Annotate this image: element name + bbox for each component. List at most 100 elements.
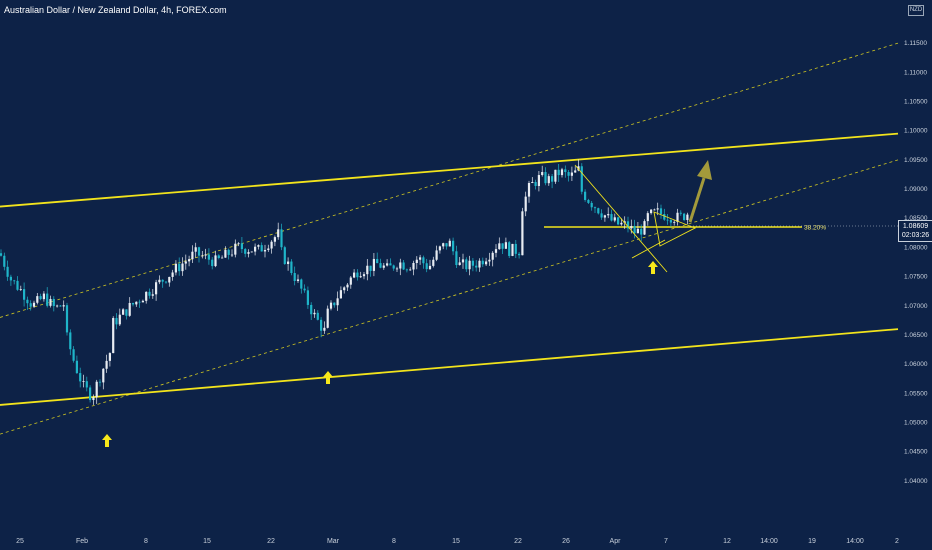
candle-body <box>547 176 550 184</box>
y-tick-label: 1.05500 <box>904 390 928 397</box>
candle-body <box>683 213 686 221</box>
y-tick-label: 1.10000 <box>904 128 928 135</box>
x-tick-label: 15 <box>452 538 460 545</box>
candle-body <box>277 229 280 238</box>
candle-body <box>574 170 577 173</box>
candle-body <box>366 265 369 275</box>
projection-arrow-head <box>697 160 712 180</box>
candle-body <box>95 381 98 398</box>
candle-body <box>234 243 237 255</box>
candle-body <box>564 169 567 173</box>
x-tick-label: 25 <box>16 538 24 545</box>
candle-body <box>521 211 524 256</box>
last-price: 1.08609 <box>902 223 929 230</box>
candle-body <box>145 291 148 301</box>
candle-body <box>138 301 141 303</box>
x-tick-label: 14:00 <box>760 538 778 545</box>
candle-body <box>382 265 385 268</box>
candle-body <box>303 288 306 291</box>
candle-body <box>346 284 349 288</box>
candle-body <box>376 258 379 264</box>
candle-body <box>39 296 42 300</box>
candle-body <box>72 349 75 361</box>
candle-body <box>326 308 329 328</box>
candle-body <box>257 245 260 247</box>
candle-body <box>230 254 234 256</box>
candle-body <box>306 290 309 305</box>
candle-body <box>442 243 445 247</box>
candle-body <box>590 202 593 208</box>
candle-body <box>402 262 405 270</box>
triangle-pattern <box>653 211 697 247</box>
candle-body <box>135 301 138 305</box>
candle-body <box>544 172 547 184</box>
candle-body <box>478 260 481 268</box>
candle-body <box>125 309 128 316</box>
candle-body <box>613 217 616 221</box>
candle-body <box>445 243 448 247</box>
x-tick-label: Mar <box>327 538 340 545</box>
candle-body <box>293 273 296 281</box>
candle-body <box>534 181 537 186</box>
x-tick-label: 8 <box>144 538 148 545</box>
candle-body <box>491 252 494 260</box>
candle-body <box>603 215 606 218</box>
candle-body <box>617 217 620 225</box>
candle-body <box>207 254 210 260</box>
candle-body <box>56 305 59 307</box>
candle-body <box>65 305 69 333</box>
candle-body <box>676 212 679 222</box>
candle-body <box>356 272 359 278</box>
candle-body <box>633 225 636 234</box>
y-tick-label: 1.08000 <box>904 244 928 251</box>
candle-body <box>362 274 366 277</box>
x-tick-label: 12 <box>723 538 731 545</box>
currency-label: NZD <box>909 7 923 13</box>
candle-body <box>409 269 412 271</box>
candle-body <box>650 209 653 214</box>
candle-body <box>171 272 174 277</box>
candle-body <box>593 207 597 209</box>
candle-body <box>329 302 333 309</box>
candle-body <box>320 319 323 331</box>
candle-body <box>501 243 504 249</box>
candle-body <box>92 397 95 401</box>
x-tick-label: 2 <box>895 538 899 545</box>
candle-body <box>359 276 362 278</box>
candle-body <box>13 280 16 282</box>
candle-body <box>141 300 144 303</box>
candle-body <box>669 220 672 223</box>
candle-body <box>584 191 587 200</box>
candle-body <box>267 248 270 250</box>
candle-body <box>461 259 465 263</box>
y-tick-label: 1.10500 <box>904 99 928 106</box>
candle-body <box>3 255 6 267</box>
candle-body <box>191 251 194 260</box>
candle-body <box>214 255 217 267</box>
candle-body <box>554 169 557 182</box>
candle-body <box>29 303 32 307</box>
chart-title: Australian Dollar / New Zealand Dollar, … <box>4 5 227 15</box>
candle-body <box>79 373 82 382</box>
candle-body <box>6 266 9 277</box>
up-marker-arrow <box>648 261 658 274</box>
candle-body <box>353 272 356 278</box>
candle-body <box>290 261 293 274</box>
candle-body <box>379 263 382 268</box>
candle-body <box>392 265 395 269</box>
candle-body <box>419 257 422 260</box>
candle-body <box>151 294 154 296</box>
candle-body <box>26 299 29 304</box>
x-tick-label: 26 <box>562 538 570 545</box>
candle-body <box>386 263 389 266</box>
candle-body <box>518 253 521 256</box>
candle-body <box>237 243 240 245</box>
x-tick-label: 22 <box>267 538 275 545</box>
candle-body <box>254 246 257 252</box>
candle-body <box>194 247 197 252</box>
candle-body <box>471 260 474 266</box>
candle-body <box>201 255 204 257</box>
x-tick-label: 22 <box>514 538 522 545</box>
